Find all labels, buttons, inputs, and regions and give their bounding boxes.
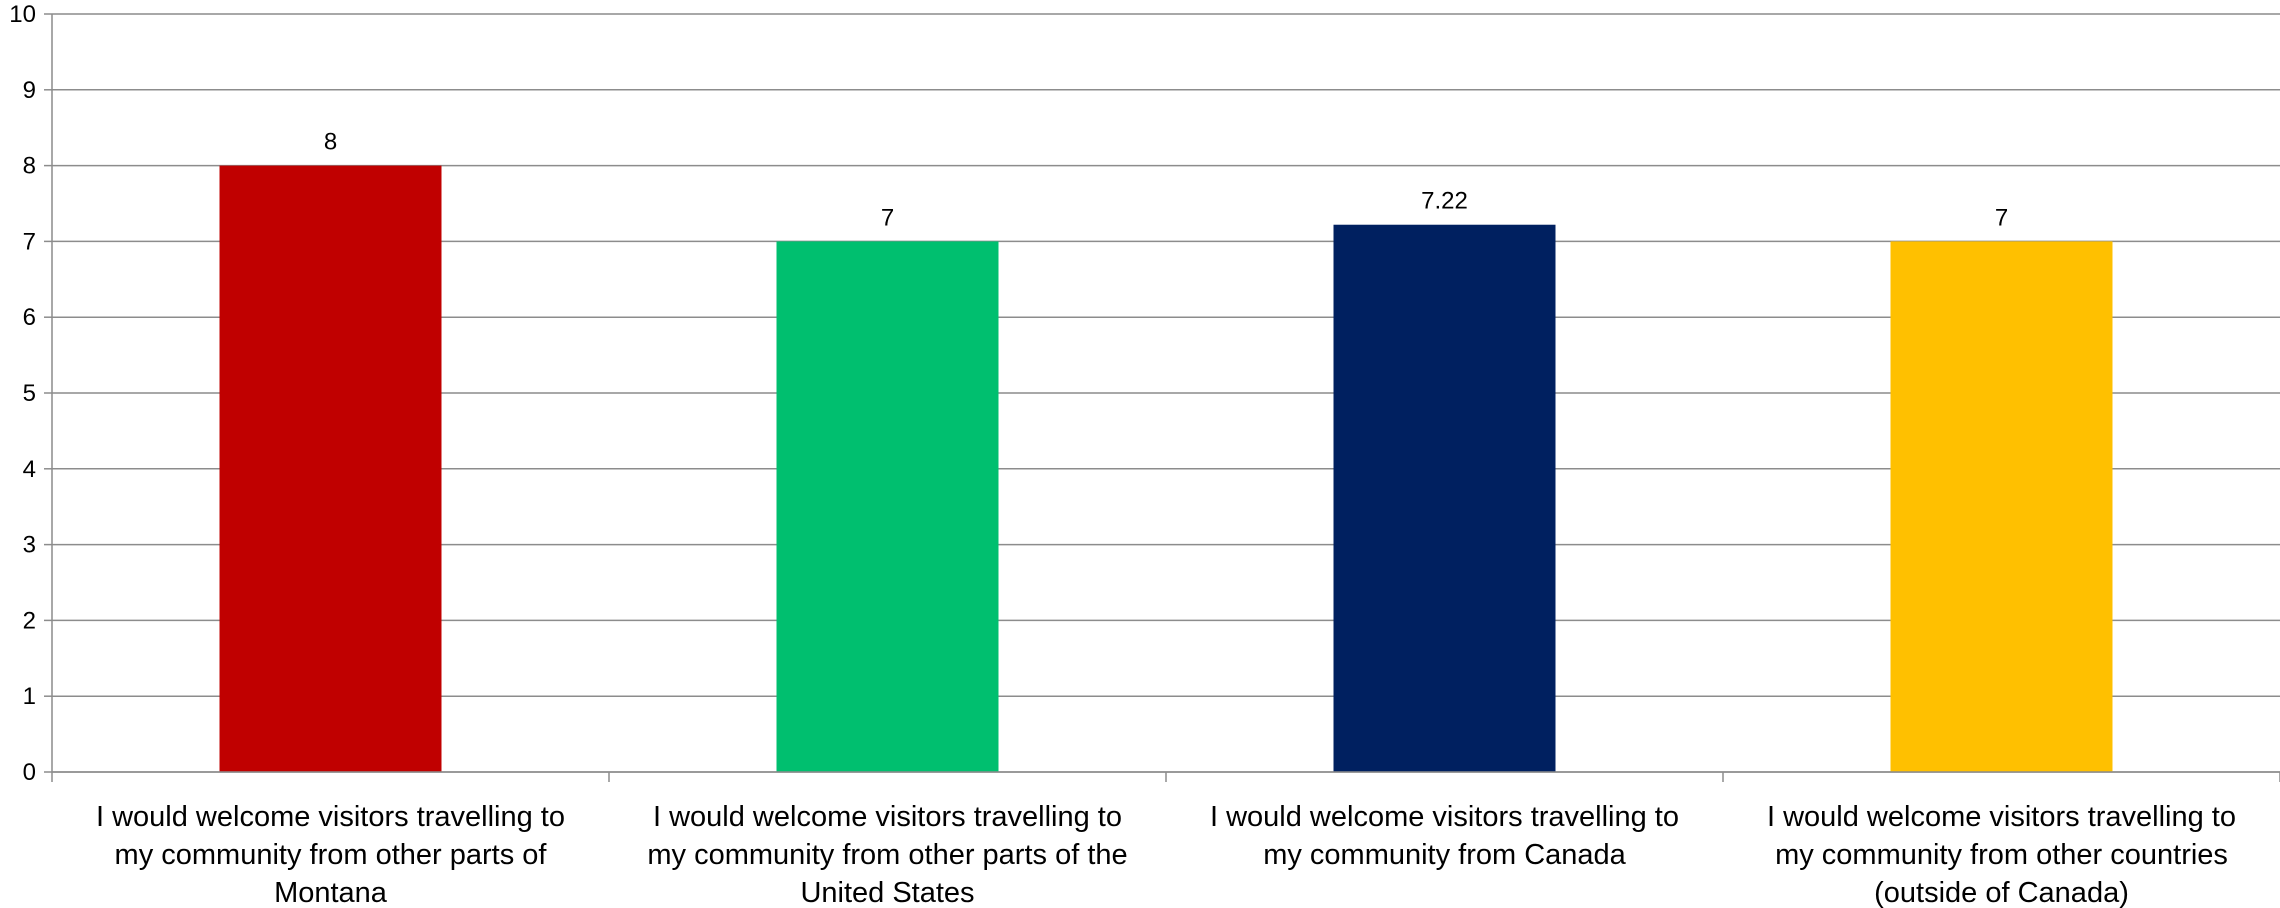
category-label-line: I would welcome visitors travelling to	[653, 801, 1122, 833]
category-label-line: I would welcome visitors travelling to	[96, 801, 565, 833]
data-label: 7	[881, 204, 894, 231]
y-tick-label: 3	[23, 532, 36, 559]
data-label: 7.22	[1421, 188, 1468, 215]
category-label-line: Montana	[274, 877, 388, 908]
category-label-line: (outside of Canada)	[1874, 877, 2129, 908]
category-label: I would welcome visitors travelling to my…	[1210, 801, 1679, 871]
category-label-line: I would welcome visitors travelling to	[1767, 801, 2236, 833]
category-label-line: my community from other countries	[1775, 839, 2228, 871]
bar	[1890, 241, 2113, 772]
category-label: I would welcome visitors travelling to my…	[647, 801, 1127, 908]
y-tick-label: 8	[23, 153, 36, 180]
category-label-line: I would welcome visitors travelling to	[1210, 801, 1679, 833]
x-axis	[51, 14, 2280, 782]
category-label-line: my community from other parts of the	[647, 839, 1127, 871]
y-axis-ticks: 0 1 2 3 4 5 6 7 8 9 10	[9, 1, 52, 786]
y-tick-label: 10	[9, 1, 36, 28]
data-label: 8	[324, 129, 337, 156]
data-labels: 8 7 7.22 7	[324, 129, 2008, 232]
bar	[776, 241, 999, 772]
y-tick-label: 9	[23, 77, 36, 104]
y-tick-label: 0	[23, 759, 36, 786]
y-tick-label: 2	[23, 607, 36, 634]
category-labels: I would welcome visitors travelling to my…	[96, 801, 2236, 908]
y-tick-label: 4	[23, 456, 36, 483]
y-tick-label: 6	[23, 304, 36, 331]
bars	[219, 165, 2113, 773]
y-tick-label: 1	[23, 683, 36, 710]
bar	[1333, 224, 1556, 772]
data-label: 7	[1995, 204, 2008, 231]
y-tick-label: 5	[23, 380, 36, 407]
category-label-line: United States	[800, 877, 974, 908]
y-tick-label: 7	[23, 228, 36, 255]
category-label: I would welcome visitors travelling to my…	[1767, 801, 2236, 908]
bar	[219, 165, 442, 773]
category-label-line: my community from other parts of	[115, 839, 548, 871]
category-label: I would welcome visitors travelling to my…	[96, 801, 565, 908]
category-label-line: my community from Canada	[1263, 839, 1626, 871]
